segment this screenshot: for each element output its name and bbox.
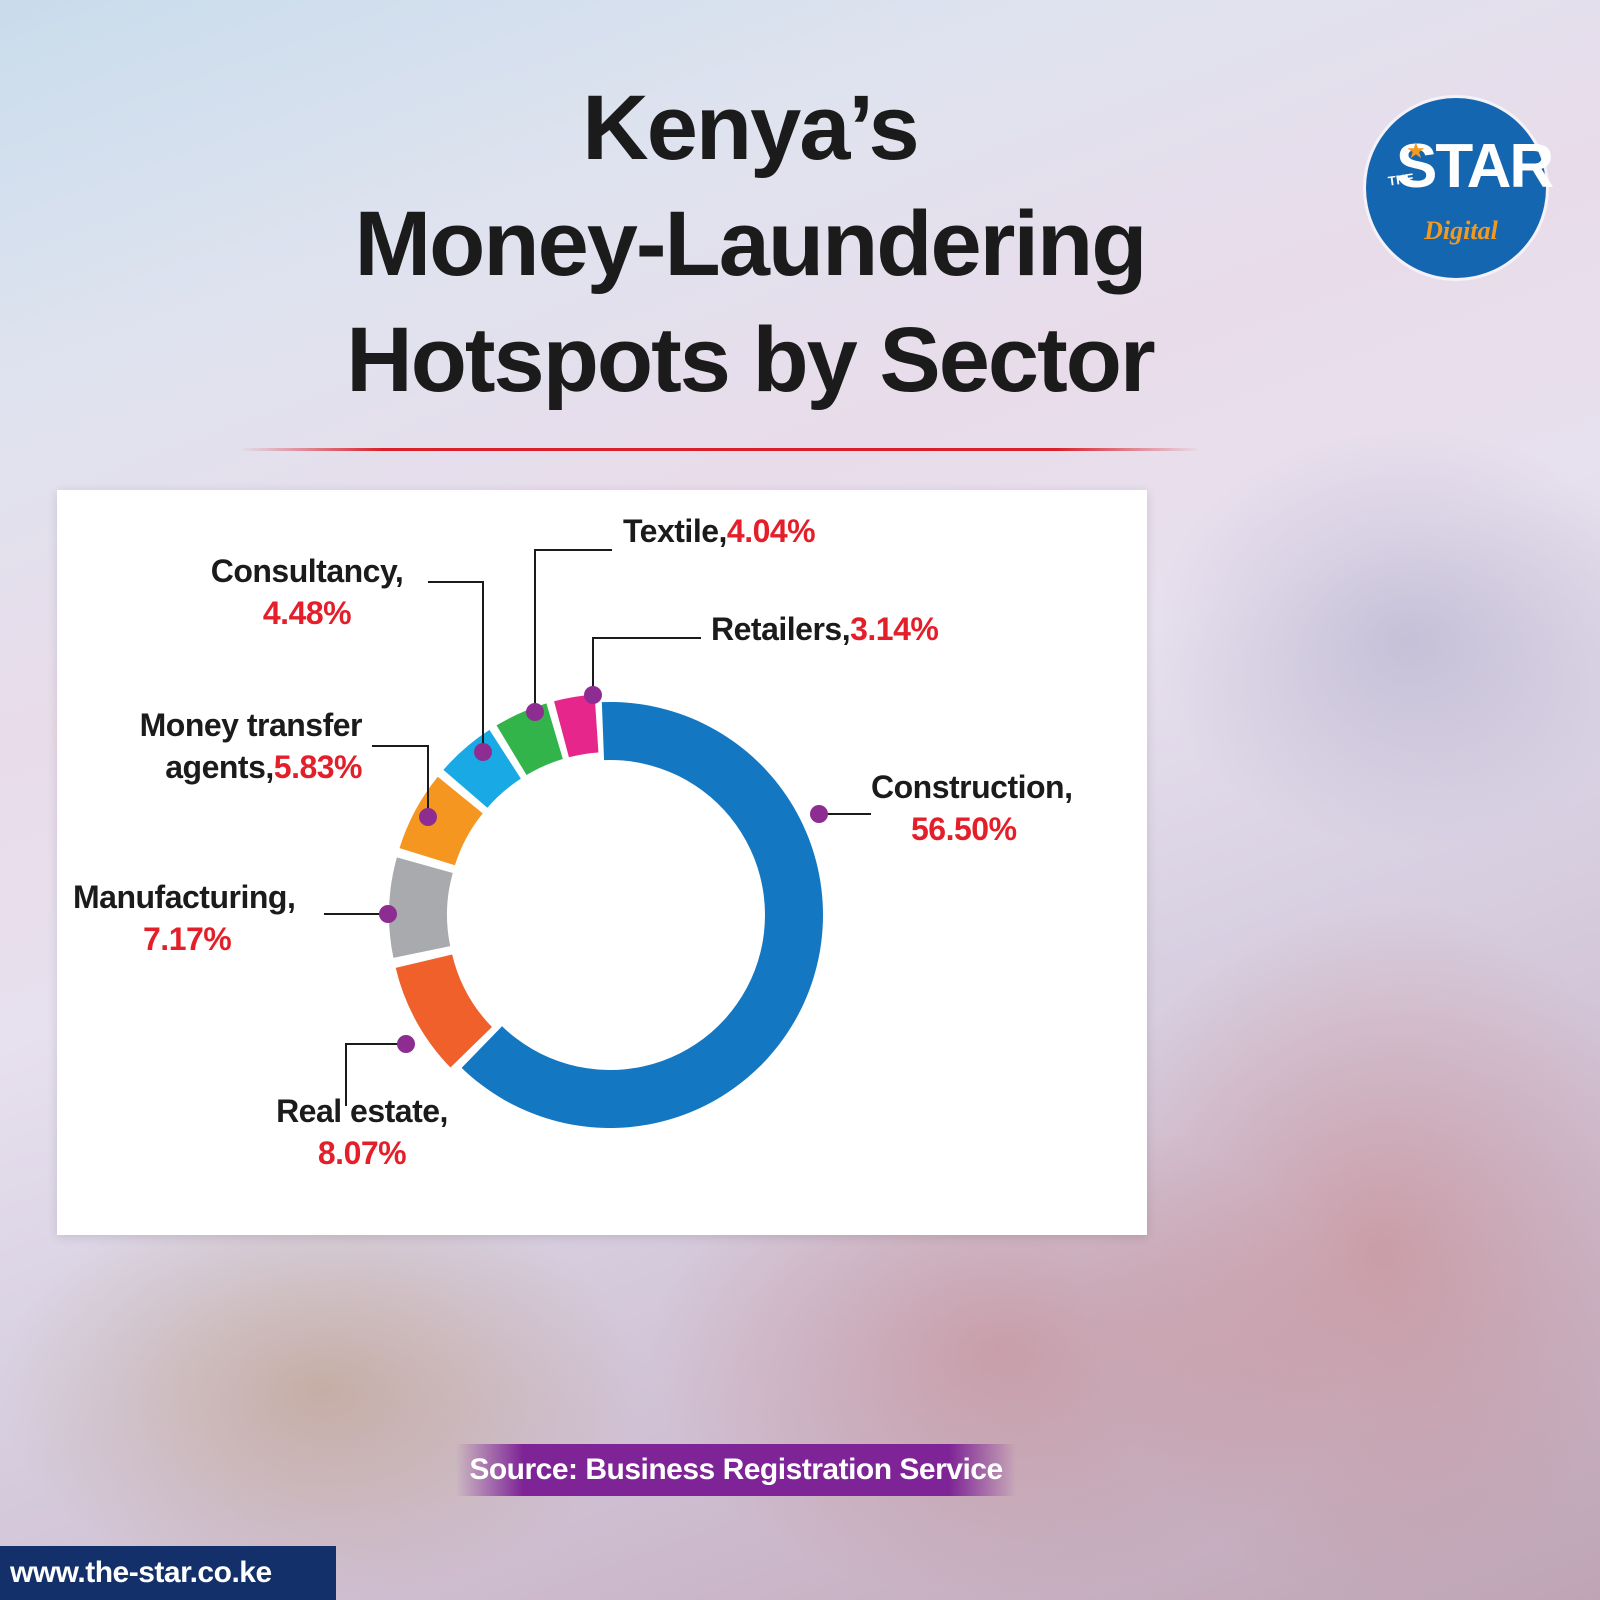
label-money-transfer: Money transfer agents,5.83%: [97, 704, 363, 788]
label-money-transfer-pct: 5.83%: [273, 749, 363, 785]
the-star-digital-logo: THE STAR ★ Digital: [1366, 98, 1554, 278]
leader-line-real-estate: [345, 1043, 406, 1106]
slice-consultancy: [443, 729, 521, 808]
label-consultancy: Consultancy, 4.48%: [197, 550, 417, 634]
source-text: Source: Business Registration Service: [469, 1453, 1003, 1486]
marker-real-estate: [397, 1035, 415, 1053]
label-manufacturing-pct: 7.17%: [143, 921, 232, 957]
marker-consultancy: [474, 743, 492, 761]
label-retailers-name: Retailers,: [711, 611, 851, 647]
title-underline: [240, 448, 1200, 451]
leader-line-retailers: [592, 637, 701, 695]
donut-chart: [324, 549, 871, 1128]
label-manufacturing: Manufacturing, 7.17%: [73, 876, 296, 960]
leader-line-consultancy: [428, 581, 484, 752]
logo-name: STAR: [1396, 132, 1554, 201]
donut-slices: [389, 694, 823, 1128]
marker-construction: [810, 805, 828, 823]
label-retailers-pct: 3.14%: [850, 611, 939, 647]
label-consultancy-pct: 4.48%: [262, 595, 352, 631]
label-textile-pct: 4.04%: [726, 513, 816, 549]
label-consultancy-name: Consultancy,: [210, 553, 404, 589]
label-textile: Textile,4.04%: [623, 510, 816, 552]
background-banknotes: [1150, 430, 1600, 850]
label-real-estate-pct: 8.07%: [317, 1135, 407, 1171]
slice-real-estate: [395, 954, 492, 1068]
label-manufacturing-name: Manufacturing,: [73, 879, 296, 915]
slice-manufacturing: [389, 857, 453, 958]
star-icon: ★: [1406, 138, 1426, 163]
leader-lines: [324, 549, 871, 1106]
page-title: Kenya’s Money-Laundering Hotspots by Sec…: [346, 77, 1155, 411]
label-construction-pct: 56.50%: [911, 811, 1017, 847]
slice-markers: [379, 686, 828, 1053]
website-link[interactable]: www.the-star.co.ke: [0, 1546, 336, 1600]
leader-line-textile: [534, 549, 612, 712]
background-coins: [0, 1180, 640, 1600]
label-construction: Construction, 56.50%: [871, 766, 1073, 850]
marker-retailers: [584, 686, 602, 704]
slice-construction: [461, 702, 823, 1128]
slice-retailers: [554, 694, 599, 758]
label-construction-name: Construction,: [871, 769, 1073, 805]
source-banner: Source: Business Registration Service: [456, 1444, 1016, 1496]
label-real-estate-name: Real estate,: [276, 1093, 448, 1129]
label-real-estate: Real estate, 8.07%: [237, 1090, 487, 1174]
label-money-transfer-line1: Money transfer: [139, 707, 363, 743]
marker-money-transfer: [419, 808, 437, 826]
label-retailers: Retailers,3.14%: [711, 608, 939, 650]
slice-money-transfer-agents: [399, 776, 483, 866]
label-money-transfer-line2: agents,: [165, 749, 274, 785]
slice-textile: [496, 703, 563, 776]
marker-manufacturing: [379, 905, 397, 923]
label-textile-name: Textile,: [623, 513, 727, 549]
logo-subtitle: Digital: [1424, 216, 1498, 245]
leader-line-money-transfer: [372, 745, 429, 817]
marker-textile: [526, 703, 544, 721]
chart-card: Construction, 56.50% Real estate, 8.07% …: [57, 490, 1147, 1235]
background-hands-cash: [1080, 900, 1600, 1600]
